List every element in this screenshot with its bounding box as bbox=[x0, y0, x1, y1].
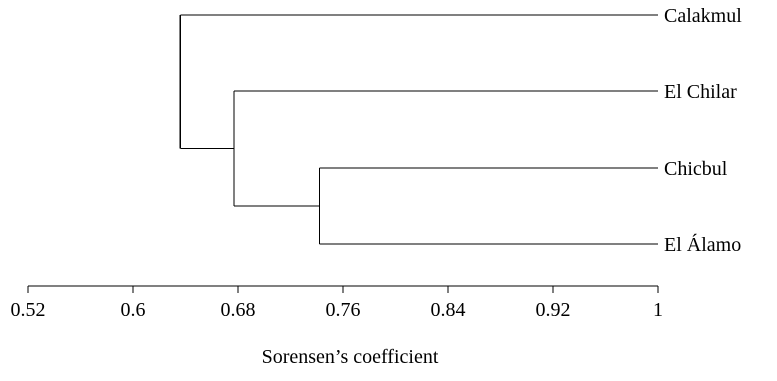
x-tick-label: 0.6 bbox=[121, 299, 146, 321]
x-axis: 0.52 0.6 0.68 0.76 0.84 0.92 1 bbox=[11, 285, 663, 321]
x-tick-label: 0.52 bbox=[11, 299, 46, 321]
x-tick-label: 0.84 bbox=[431, 299, 466, 321]
leaf-label: El Álamo bbox=[664, 233, 741, 256]
leaf-labels: Calakmul El Chilar Chicbul El Álamo bbox=[664, 5, 742, 256]
dendrogram-links bbox=[179, 14, 658, 245]
leaf-label: Chicbul bbox=[664, 158, 728, 180]
leaf-label: Calakmul bbox=[664, 5, 742, 27]
leaf-label: El Chilar bbox=[664, 81, 737, 103]
x-tick-label: 0.68 bbox=[221, 299, 256, 321]
x-tick-label: 1 bbox=[653, 299, 663, 321]
x-tick-label: 0.92 bbox=[536, 299, 571, 321]
x-tick-label: 0.76 bbox=[326, 299, 361, 321]
x-axis-label: Sorensen’s coefficient bbox=[262, 346, 439, 368]
x-axis-ticks: 0.52 0.6 0.68 0.76 0.84 0.92 1 bbox=[11, 286, 663, 321]
